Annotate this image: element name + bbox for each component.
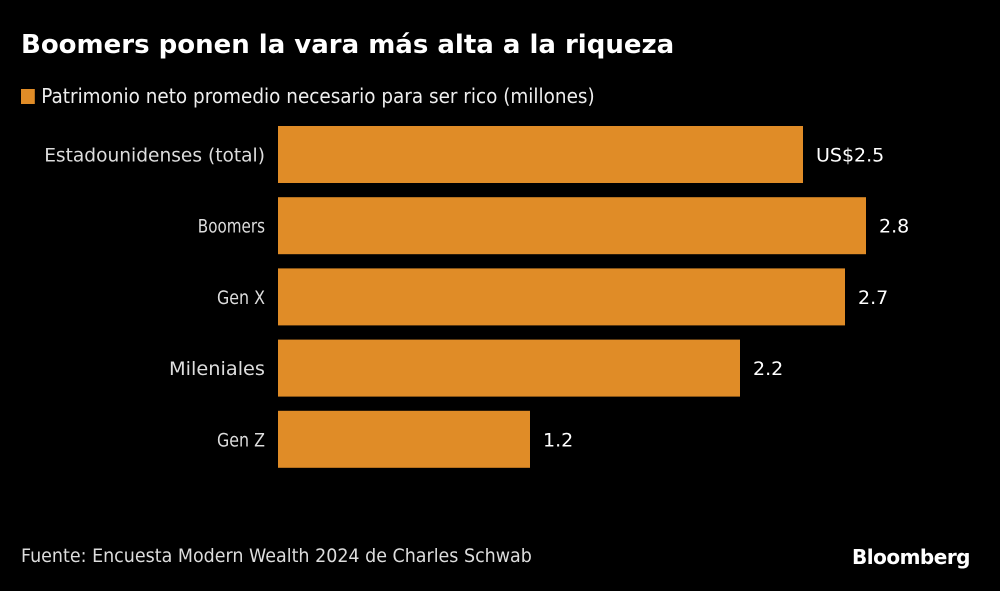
data-label: 2.7 (858, 287, 888, 309)
category-label: Boomers (198, 216, 265, 238)
source-note: Fuente: Encuesta Modern Wealth 2024 de C… (21, 545, 532, 567)
data-label: US$2.5 (816, 145, 884, 167)
bar (278, 126, 803, 183)
category-label: Gen X (217, 287, 265, 309)
bloomberg-logo: Bloomberg (852, 545, 970, 569)
bar (278, 410, 530, 468)
legend-swatch (21, 88, 35, 104)
data-label: 1.2 (543, 429, 573, 451)
data-label: 2.8 (879, 216, 909, 238)
chart-title: Boomers ponen la vara más alta a la riqu… (21, 30, 675, 60)
data-label: 2.2 (753, 358, 783, 380)
bar (278, 339, 740, 397)
legend-label: Patrimonio neto promedio necesario para … (41, 84, 595, 108)
category-label: Gen Z (217, 429, 265, 451)
legend: Patrimonio neto promedio necesario para … (21, 84, 595, 108)
bar (278, 268, 845, 326)
category-label: Estadounidenses (total) (44, 145, 265, 167)
bar (278, 197, 866, 255)
category-label: Mileniales (169, 358, 265, 380)
